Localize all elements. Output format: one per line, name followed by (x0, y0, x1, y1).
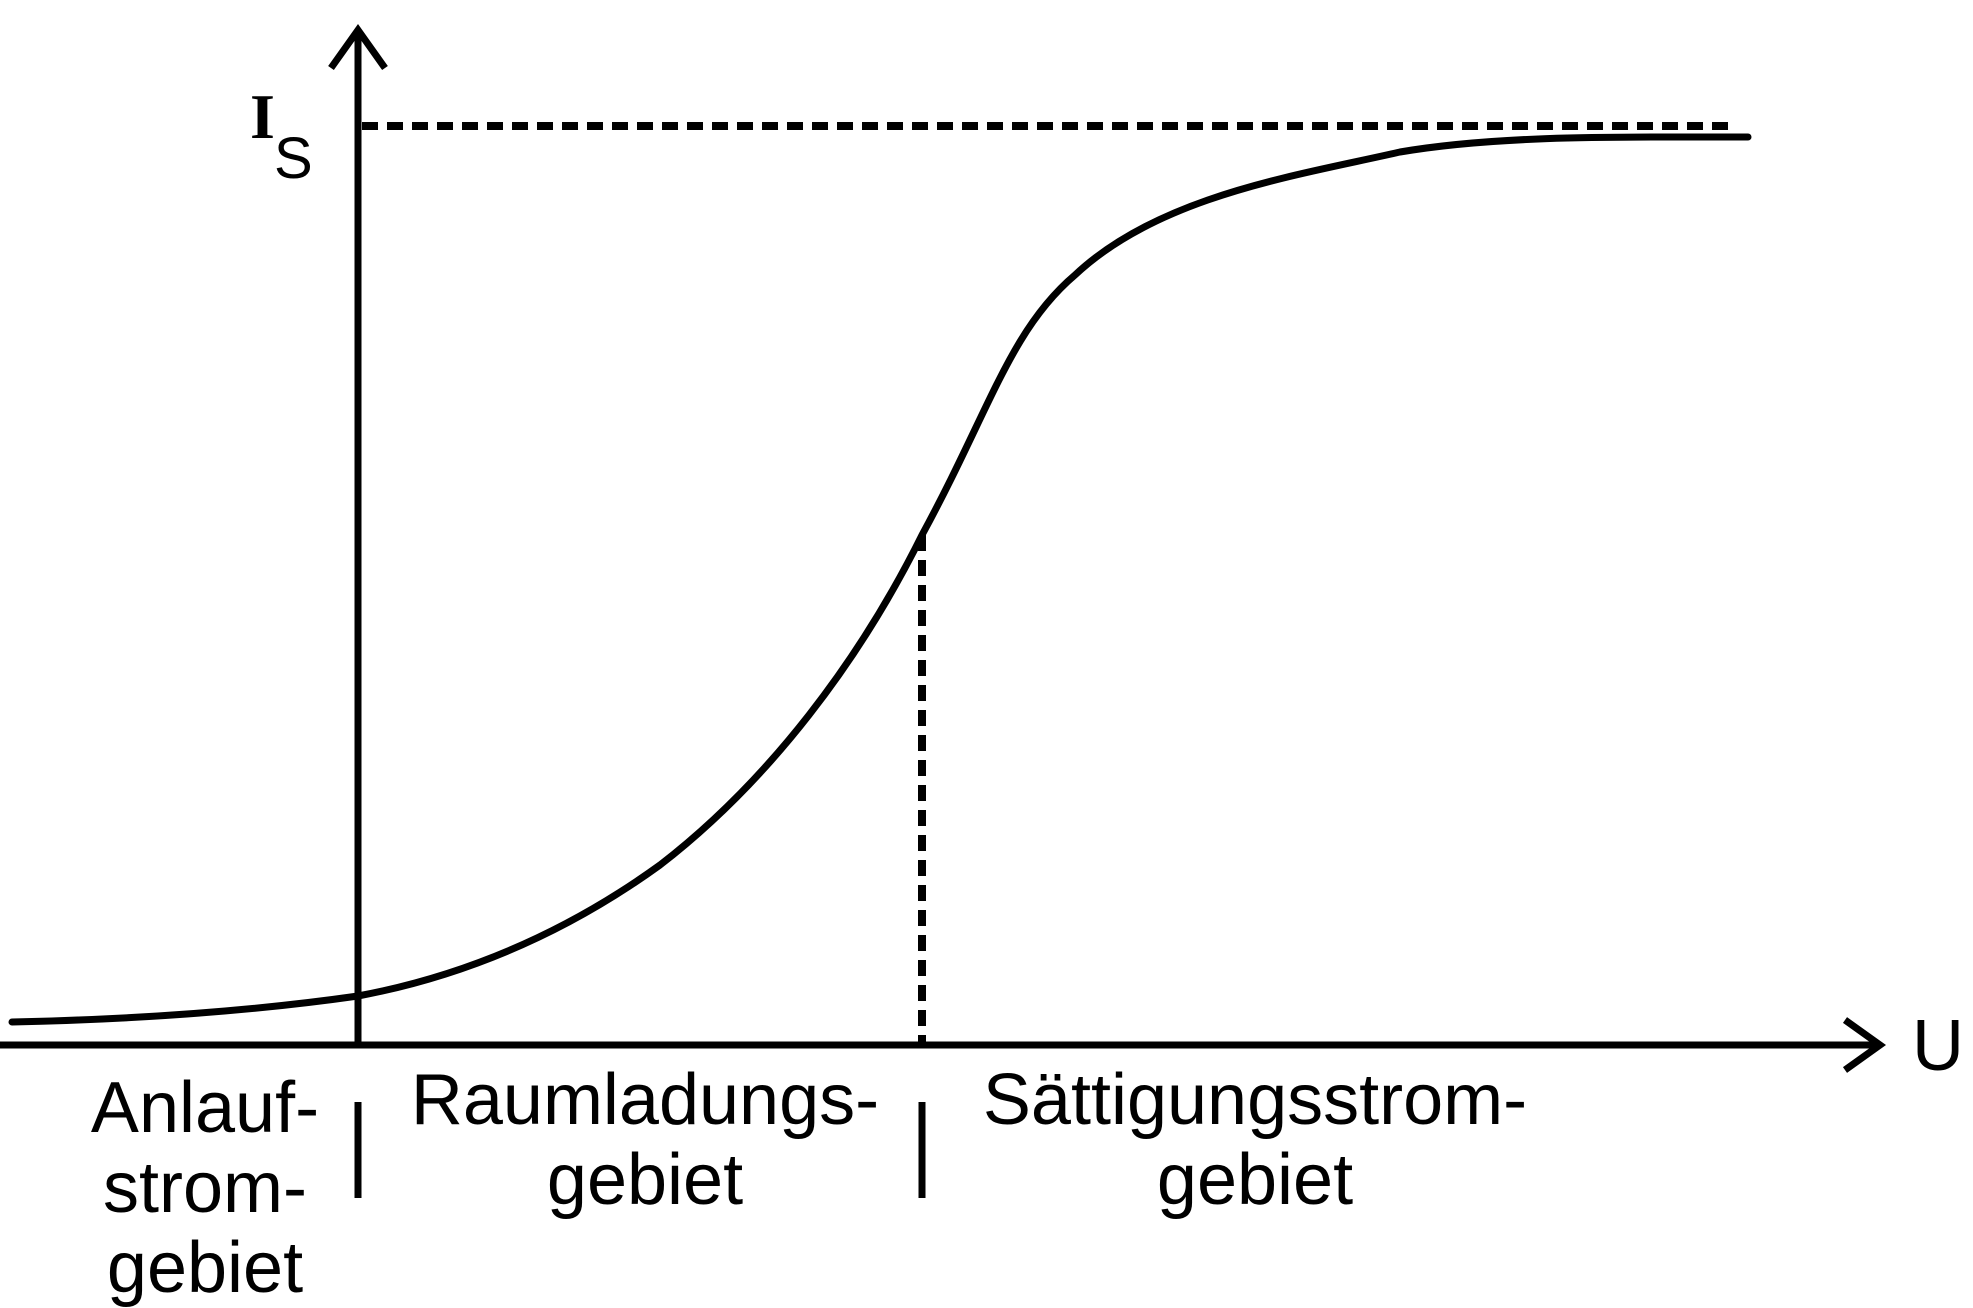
region-label-raumladung: Raumladungs- gebiet (410, 1060, 880, 1220)
x-axis-arrowhead (1842, 1017, 1887, 1073)
characteristic-curve (8, 133, 1752, 1026)
y-axis-arrowhead (328, 23, 388, 71)
x-axis-label: U (1912, 1006, 1964, 1086)
y-axis-label: I (250, 82, 275, 152)
y-axis-label-main: I (250, 81, 275, 152)
region-label-anlaufstrom: Anlauf- strom- gebiet (90, 1068, 320, 1308)
region-label-saettigungsstrom: Sättigungsstrom- gebiet (982, 1060, 1528, 1220)
y-axis-label-subscript: S (274, 126, 313, 191)
